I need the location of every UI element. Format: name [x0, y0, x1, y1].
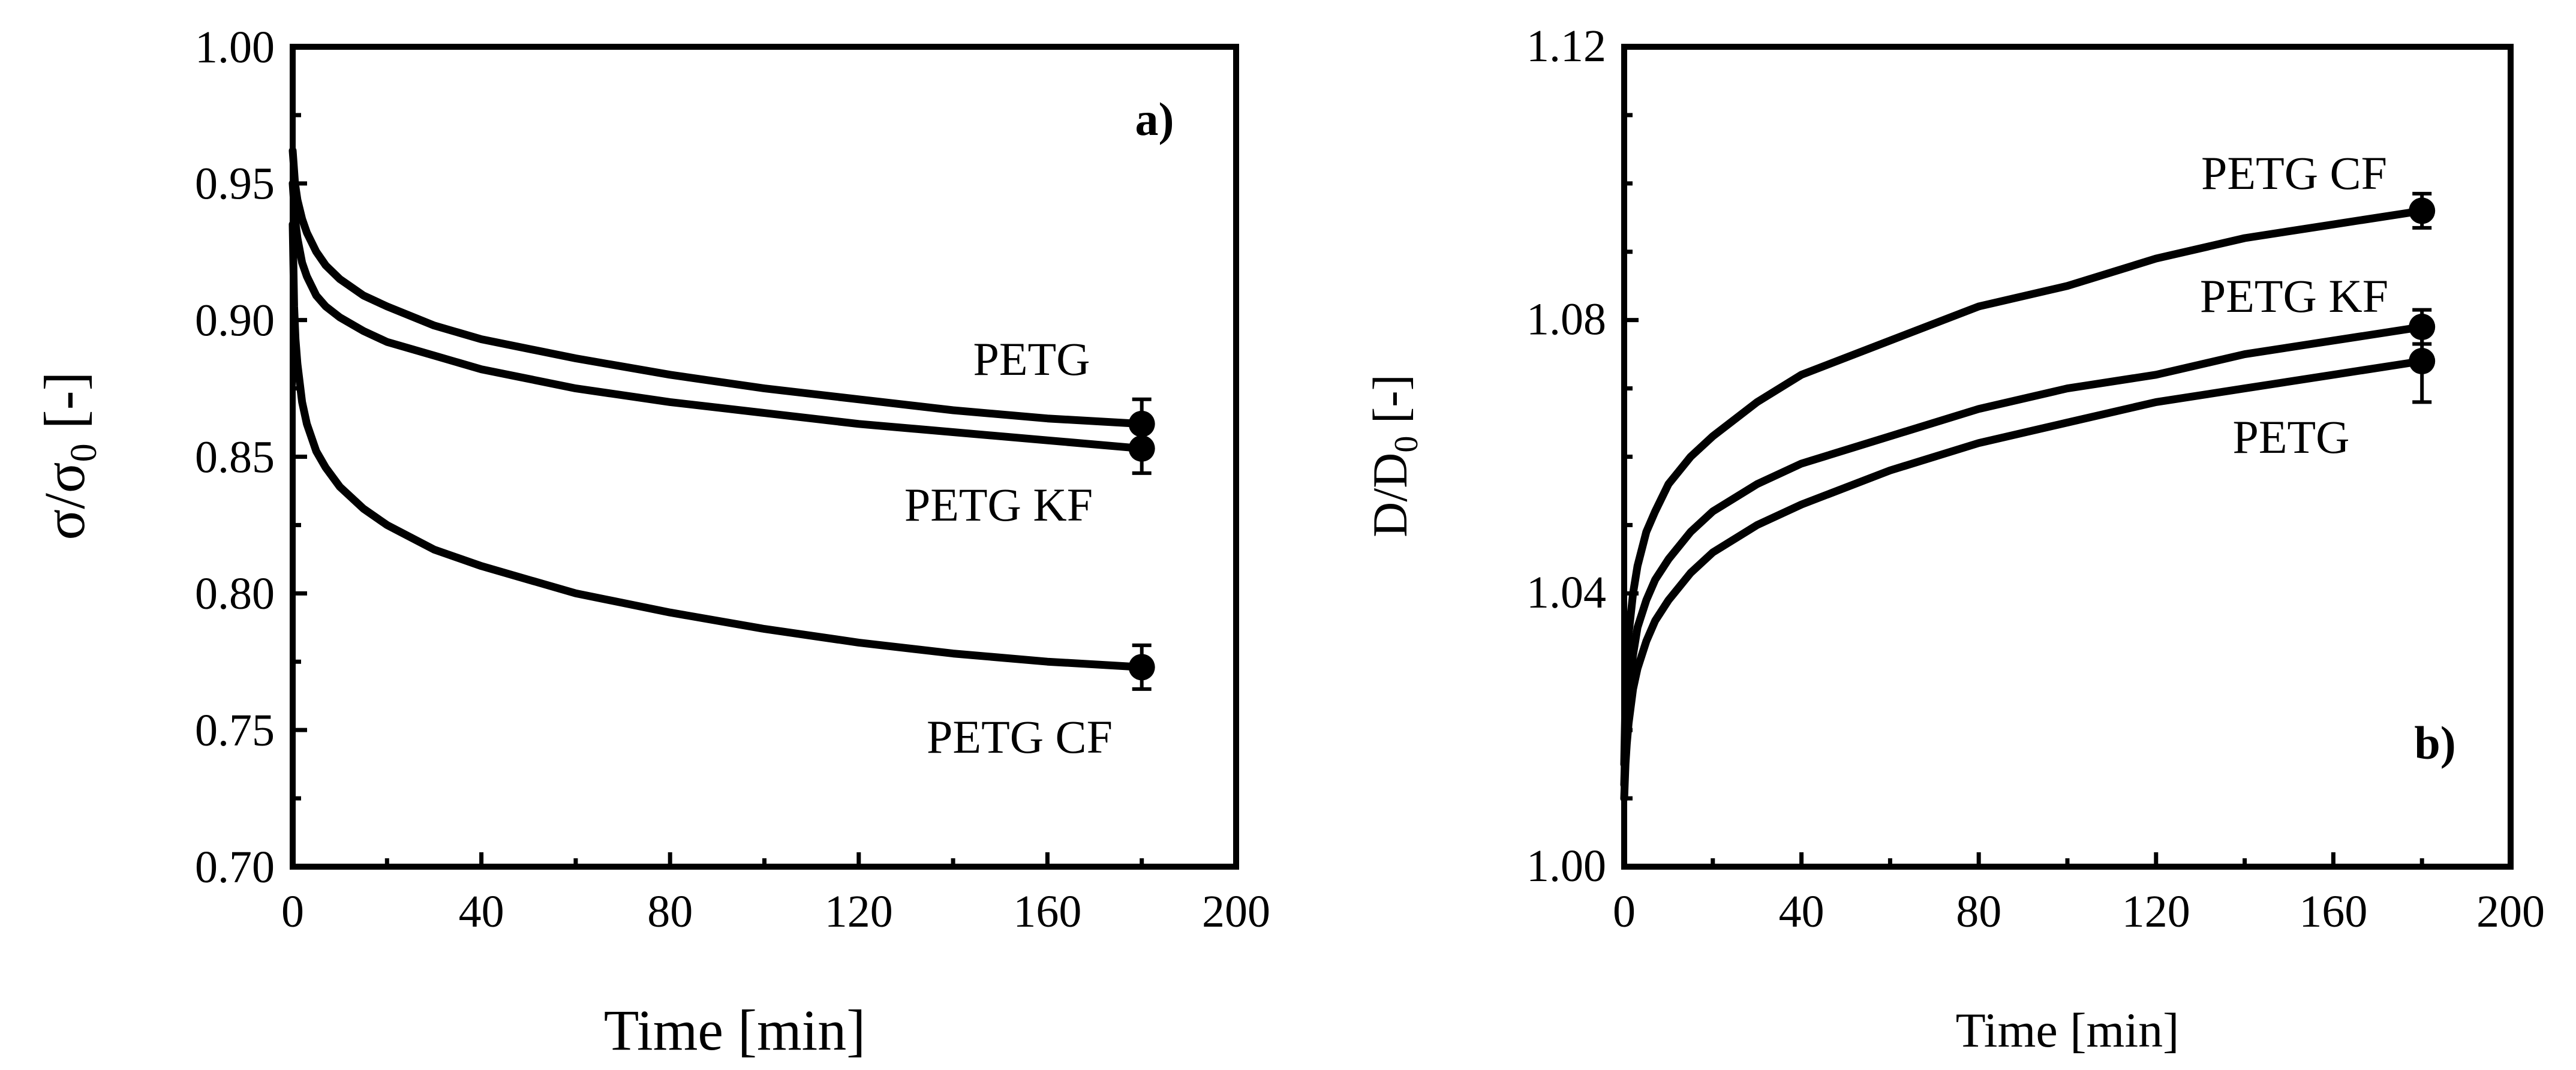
y-tick-label-a: 0.90 [195, 296, 275, 346]
series-line-petg-cf-b [1620, 206, 2426, 768]
x-tick-label-a: 80 [647, 886, 693, 937]
series-group-b [1620, 206, 2426, 802]
y-tick-label-b: 1.04 [1526, 567, 1606, 618]
series-line-petg-b [1620, 357, 2426, 802]
tick-labels-b: 0 40 80 120 160 200 1.00 1.04 1.08 1.12 [1526, 21, 2545, 937]
y-tick-label-b: 1.00 [1526, 841, 1606, 891]
x-axis-title-a: Time [min] [604, 998, 866, 1062]
x-tick-label-b: 120 [2122, 886, 2190, 937]
x-axis-title-b: Time [min] [1956, 1003, 2180, 1057]
end-markers-a [1128, 397, 1155, 691]
series-label-petg-cf-a: PETG CF [927, 711, 1113, 763]
series-group-a [288, 146, 1146, 671]
series-line-petg-kf-b [1620, 323, 2426, 789]
y-axis-title-a: σ/σ0 [-] [32, 371, 104, 540]
y-tick-label-a: 0.75 [195, 705, 275, 756]
series-label-petg-kf-a: PETG KF [904, 479, 1093, 531]
series-line-petg-cf-a [288, 220, 1146, 671]
end-point-petg-cf-b [2409, 197, 2436, 224]
end-point-petg-cf-a [1128, 654, 1155, 681]
svg-text:σ/σ0 [-]: σ/σ0 [-] [32, 371, 104, 540]
tick-labels-a: 0 40 80 120 160 200 0.70 0.75 0.80 0.85 0.90 0.95 1.… [195, 22, 1270, 937]
series-label-petg-b: PETG [2233, 411, 2350, 463]
end-point-petg-b [2409, 348, 2436, 375]
series-label-petg-a: PETG [973, 333, 1090, 385]
y-axis-title-b-main: D/D [1363, 453, 1417, 537]
x-tick-label-b: 160 [2299, 886, 2367, 937]
x-tick-label-b: 40 [1779, 886, 1824, 937]
x-tick-label-b: 200 [2476, 886, 2545, 937]
y-tick-label-a: 1.00 [195, 22, 275, 73]
series-line-petg-a [288, 146, 1146, 428]
panel-a: 0 40 80 120 160 200 0.70 0.75 0.80 0.85 0.90 0.95 1.… [32, 22, 1270, 1062]
y-axis-title-a-main: σ/σ [32, 462, 97, 540]
y-tick-label-a: 0.80 [195, 569, 275, 619]
y-axis-title-a-sub: 0 [64, 443, 104, 462]
x-tick-label-a: 120 [825, 886, 893, 937]
panel-label-b: b) [2414, 717, 2455, 769]
end-point-petg-kf-a [1128, 435, 1155, 462]
y-tick-label-a: 0.95 [195, 159, 275, 209]
x-tick-label-b: 0 [1613, 886, 1636, 937]
svg-text:D/D0 [-]: D/D0 [-] [1363, 374, 1425, 537]
series-line-petg-kf-a [288, 179, 1146, 453]
end-markers-b [2409, 191, 2436, 404]
x-tick-label-a: 40 [459, 886, 504, 937]
x-tick-label-a: 200 [1202, 886, 1270, 937]
y-axis-title-b: D/D0 [-] [1363, 374, 1425, 537]
y-tick-label-b: 1.12 [1526, 21, 1606, 71]
panel-label-a: a) [1135, 93, 1174, 145]
y-tick-label-b: 1.08 [1526, 294, 1606, 344]
y-axis-title-b-sub: 0 [1388, 436, 1425, 453]
y-tick-label-a: 0.70 [195, 842, 275, 892]
series-label-petg-kf-b: PETG KF [2200, 270, 2388, 322]
y-tick-label-a: 0.85 [195, 432, 275, 482]
series-label-petg-cf-b: PETG CF [2201, 147, 2387, 199]
y-axis-title-b-suffix: [-] [1363, 374, 1417, 435]
x-tick-label-b: 80 [1956, 886, 2001, 937]
x-tick-label-a: 0 [281, 886, 304, 937]
panel-b: 0 40 80 120 160 200 1.00 1.04 1.08 1.12 b) PETG C… [1363, 21, 2545, 1057]
y-axis-title-a-suffix: [-] [32, 371, 97, 443]
x-tick-label-a: 160 [1013, 886, 1081, 937]
